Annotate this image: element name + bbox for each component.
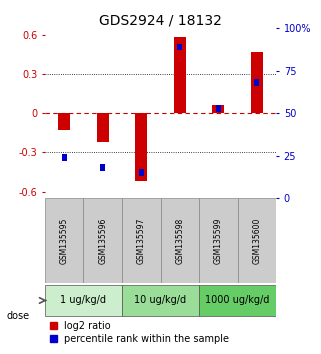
- Bar: [45, 198, 83, 283]
- Bar: [177, 44, 182, 50]
- Title: GDS2924 / 18132: GDS2924 / 18132: [99, 13, 222, 27]
- Bar: [254, 79, 259, 86]
- Bar: [100, 164, 105, 171]
- Bar: [122, 285, 199, 316]
- Bar: [62, 154, 67, 161]
- Bar: [135, 113, 147, 181]
- Text: dose: dose: [6, 311, 30, 321]
- Text: 1 ug/kg/d: 1 ug/kg/d: [60, 296, 107, 306]
- Bar: [139, 169, 144, 176]
- Bar: [97, 113, 109, 142]
- Bar: [199, 285, 276, 316]
- Text: GSM135596: GSM135596: [98, 217, 107, 264]
- Bar: [83, 198, 122, 283]
- Text: 10 ug/kg/d: 10 ug/kg/d: [134, 296, 187, 306]
- Text: GSM135599: GSM135599: [214, 217, 223, 264]
- Bar: [216, 105, 221, 112]
- Text: GSM135598: GSM135598: [175, 218, 184, 264]
- Bar: [212, 105, 224, 113]
- Text: GSM135600: GSM135600: [252, 217, 261, 264]
- Bar: [160, 198, 199, 283]
- Bar: [58, 113, 70, 130]
- Legend: log2 ratio, percentile rank within the sample: log2 ratio, percentile rank within the s…: [50, 321, 230, 343]
- Text: GSM135597: GSM135597: [137, 217, 146, 264]
- Bar: [45, 285, 122, 316]
- Bar: [238, 198, 276, 283]
- Bar: [251, 52, 263, 113]
- Text: 1000 ug/kg/d: 1000 ug/kg/d: [205, 296, 270, 306]
- Text: GSM135595: GSM135595: [60, 217, 69, 264]
- Bar: [122, 198, 160, 283]
- Bar: [199, 198, 238, 283]
- Bar: [174, 38, 186, 113]
